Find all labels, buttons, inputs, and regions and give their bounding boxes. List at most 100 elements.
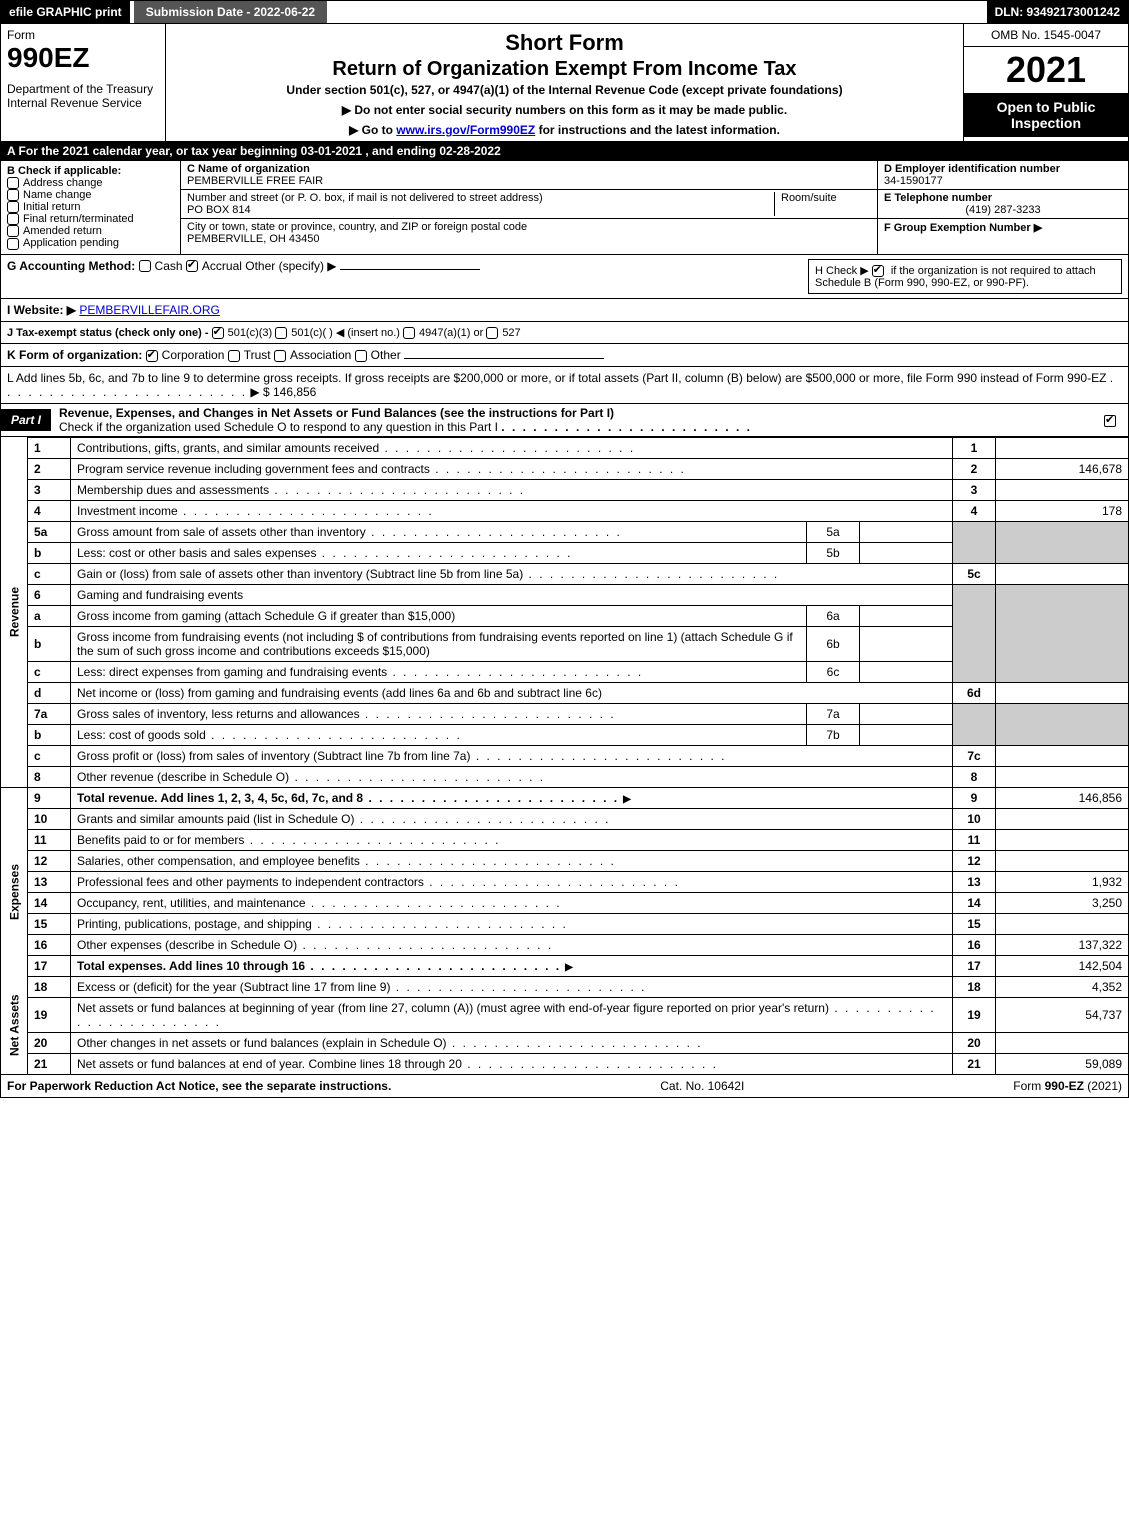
checkbox-address-change[interactable] [7, 177, 19, 189]
topbar-left: efile GRAPHIC print Submission Date - 20… [1, 1, 327, 23]
line-7c: c Gross profit or (loss) from sales of i… [1, 745, 1129, 766]
ln1-desc: Contributions, gifts, grants, and simila… [71, 437, 953, 458]
line-14: 14 Occupancy, rent, utilities, and maint… [1, 892, 1129, 913]
h-box: H Check ▶ if the organization is not req… [808, 259, 1122, 294]
checkbox-trust[interactable] [228, 350, 240, 362]
checkbox-final-return[interactable] [7, 213, 19, 225]
line-1: Revenue 1 Contributions, gifts, grants, … [1, 437, 1129, 458]
ln9-side [1, 787, 28, 808]
ln11-dots [244, 833, 500, 847]
irs-link[interactable]: www.irs.gov/Form990EZ [396, 123, 535, 137]
ln3-n: 3 [28, 479, 71, 500]
ln3-desc-text: Membership dues and assessments [77, 483, 269, 497]
line-6: 6 Gaming and fundraising events [1, 584, 1129, 605]
ln14-desc-text: Occupancy, rent, utilities, and maintena… [77, 896, 306, 910]
ln3-amt [996, 479, 1129, 500]
line-7a: 7a Gross sales of inventory, less return… [1, 703, 1129, 724]
d-label: D Employer identification number [884, 163, 1122, 175]
checkbox-cash[interactable] [139, 260, 151, 272]
note2-post: for instructions and the latest informat… [535, 123, 780, 137]
checkbox-assoc[interactable] [274, 350, 286, 362]
ln10-amt [996, 808, 1129, 829]
c-name-label: C Name of organization [187, 163, 323, 175]
ln16-desc: Other expenses (describe in Schedule O) [71, 934, 953, 955]
ln11-amt [996, 829, 1129, 850]
ln8-dots [289, 770, 545, 784]
checkbox-accrual[interactable] [186, 260, 198, 272]
topbar: efile GRAPHIC print Submission Date - 20… [0, 0, 1129, 24]
checkbox-h[interactable] [872, 265, 884, 277]
ln9-arrow-icon [619, 791, 635, 805]
j-501c3: 501(c)(3) [228, 327, 273, 339]
ln5b-dots [316, 546, 572, 560]
checkbox-501c[interactable] [275, 327, 287, 339]
d-row: D Employer identification number 34-1590… [878, 161, 1128, 190]
ln6b-subval [860, 626, 953, 661]
ln7a-desc: Gross sales of inventory, less returns a… [71, 703, 807, 724]
ln6c-dots [387, 665, 643, 679]
footer-right-pre: Form [1013, 1079, 1044, 1093]
b-label: B Check if applicable: [7, 165, 174, 177]
section-i: I Website: ▶ PEMBERVILLEFAIR.ORG [0, 299, 1129, 322]
line-21: 21 Net assets or fund balances at end of… [1, 1053, 1129, 1074]
checkbox-501c3[interactable] [212, 327, 224, 339]
checkbox-name-change[interactable] [7, 189, 19, 201]
j-501c: 501(c)( ) ◀ (insert no.) [291, 327, 400, 339]
checkbox-4947[interactable] [403, 327, 415, 339]
j-527: 527 [502, 327, 520, 339]
ln7a-desc-text: Gross sales of inventory, less returns a… [77, 707, 360, 721]
c-street-row: Number and street (or P. O. box, if mail… [181, 190, 877, 219]
ln15-ln: 15 [953, 913, 996, 934]
line-17: 17 Total expenses. Add lines 10 through … [1, 955, 1129, 976]
ln15-amt [996, 913, 1129, 934]
org-street: PO BOX 814 [187, 204, 543, 216]
checkbox-amended-return[interactable] [7, 225, 19, 237]
ln6d-amt [996, 682, 1129, 703]
ln20-dots [447, 1036, 703, 1050]
c-street-label: Number and street (or P. O. box, if mail… [187, 192, 543, 204]
ln20-desc-text: Other changes in net assets or fund bala… [77, 1036, 447, 1050]
ln10-dots [354, 812, 610, 826]
ln5a-desc-text: Gross amount from sale of assets other t… [77, 525, 366, 539]
ln17-n: 17 [28, 955, 71, 976]
f-row: F Group Exemption Number ▶ [878, 219, 1128, 236]
checkbox-527[interactable] [486, 327, 498, 339]
department-label: Department of the Treasury Internal Reve… [7, 82, 159, 110]
line-11: 11 Benefits paid to or for members 11 [1, 829, 1129, 850]
ln10-ln: 10 [953, 808, 996, 829]
checkbox-application-pending[interactable] [7, 238, 19, 250]
lines-table: Revenue 1 Contributions, gifts, grants, … [0, 437, 1129, 1075]
website-link[interactable]: PEMBERVILLEFAIR.ORG [79, 303, 220, 317]
ln9-desc-text: Total revenue. Add lines 1, 2, 3, 4, 5c,… [77, 791, 363, 805]
b-opt-amended: Amended return [7, 225, 174, 237]
b-opt-5: Application pending [23, 237, 119, 249]
c-name-row: C Name of organization PEMBERVILLE FREE … [181, 161, 877, 190]
ln6c-sub: 6c [807, 661, 860, 682]
ln7b-sub: 7b [807, 724, 860, 745]
b-opt-address: Address change [7, 177, 174, 189]
l-text: L Add lines 5b, 6c, and 7b to line 9 to … [7, 371, 1106, 385]
tax-year: 2021 [964, 47, 1128, 93]
ln6c-subval [860, 661, 953, 682]
checkbox-corp[interactable] [146, 350, 158, 362]
ein-value: 34-1590177 [884, 175, 1122, 187]
ln4-dots [178, 504, 434, 518]
ln5b-desc-text: Less: cost or other basis and sales expe… [77, 546, 316, 560]
e-row: E Telephone number (419) 287-3233 [878, 190, 1128, 219]
ln14-dots [306, 896, 562, 910]
ln19-ln: 19 [953, 997, 996, 1032]
title-return: Return of Organization Exempt From Incom… [174, 58, 955, 81]
checkbox-other-org[interactable] [355, 350, 367, 362]
checkbox-initial-return[interactable] [7, 201, 19, 213]
checkbox-part-i-schedule-o[interactable] [1104, 415, 1116, 427]
ln18-ln: 18 [953, 976, 996, 997]
footer-left: For Paperwork Reduction Act Notice, see … [7, 1079, 391, 1093]
ln6d-n: d [28, 682, 71, 703]
ln20-ln: 20 [953, 1032, 996, 1053]
ln9-ln: 9 [953, 787, 996, 808]
c-city-label: City or town, state or province, country… [187, 221, 527, 233]
ln5a-dots [366, 525, 622, 539]
ln8-desc-text: Other revenue (describe in Schedule O) [77, 770, 289, 784]
ln3-desc: Membership dues and assessments [71, 479, 953, 500]
ln15-desc-text: Printing, publications, postage, and shi… [77, 917, 312, 931]
